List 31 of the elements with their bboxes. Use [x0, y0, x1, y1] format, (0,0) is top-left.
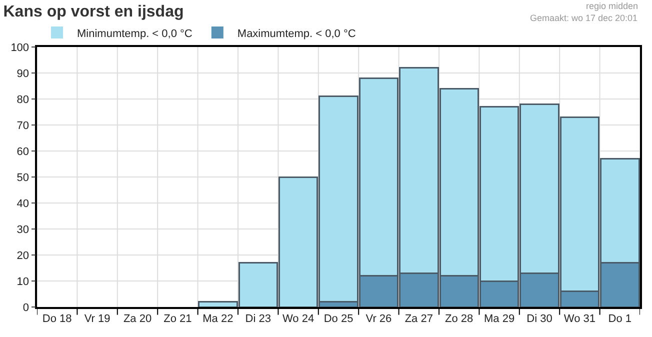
legend-label: Minimumtemp. < 0,0 °C [77, 28, 192, 40]
y-tick-label: 100 [10, 42, 30, 54]
y-tick-label: 80 [16, 94, 30, 106]
text: regio midden [586, 1, 638, 11]
x-tick-label: Wo 24 [282, 312, 314, 325]
x-tick-label: Ma 22 [202, 312, 234, 325]
legend-label: Maximumtemp. < 0,0 °C [237, 28, 356, 40]
x-tick-label: Zo 21 [164, 312, 192, 325]
y-tick-label: 90 [16, 68, 30, 80]
y-tick-label: 60 [16, 146, 30, 158]
y-tick-label: 20 [16, 250, 30, 262]
y-tick-label: 70 [16, 120, 30, 132]
x-tick-label: Za 20 [123, 312, 152, 325]
x-tick-label: Zo 28 [445, 312, 474, 325]
x-tick-label: Di 23 [245, 312, 271, 325]
chart-title: Kans op vorst en ijsdag [3, 3, 184, 20]
x-tick-label: Za 27 [404, 312, 433, 325]
y-tick-label: 30 [16, 224, 30, 236]
x-tick-label: Wo 31 [564, 312, 596, 325]
x-tick-label: Di 30 [526, 312, 552, 325]
x-tick-label: Do 1 [608, 312, 632, 325]
y-tick-label: 40 [16, 198, 30, 210]
y-tick-label: 50 [16, 172, 30, 184]
text: Gemaakt: wo 17 dec 20:01 [530, 13, 638, 23]
y-tick-label: 0 [22, 302, 30, 314]
x-tick-label: Vr 19 [84, 312, 110, 325]
y-tick-label: 10 [16, 276, 30, 288]
x-tick-label: Ma 29 [484, 312, 515, 325]
x-tick-label: Do 25 [324, 312, 354, 325]
x-tick-label: Do 18 [42, 312, 72, 325]
x-tick-label: Vr 26 [366, 312, 392, 325]
